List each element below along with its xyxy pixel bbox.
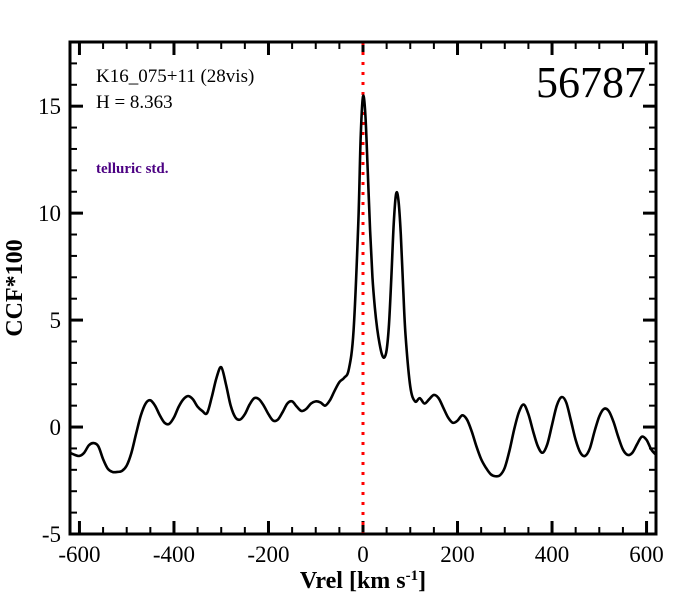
- x-tick-label: -600: [58, 542, 100, 567]
- plot-frame-overlay: [68, 40, 658, 536]
- x-tick-label: -200: [247, 542, 289, 567]
- x-tick-label: 400: [535, 542, 570, 567]
- y-tick-label: 5: [50, 308, 62, 333]
- x-tick-label: 600: [629, 542, 664, 567]
- x-axis-title-superscript: -1: [406, 568, 419, 584]
- x-tick-label: -400: [153, 542, 195, 567]
- y-axis-title: CCF*100: [2, 239, 28, 336]
- x-axis-title-tail: ]: [418, 568, 426, 594]
- y-tick-label: 10: [38, 201, 61, 226]
- x-tick-label: 200: [440, 542, 475, 567]
- magnitude-label: H = 8.363: [96, 92, 173, 113]
- y-tick-label: 0: [50, 415, 62, 440]
- y-tick-label: 15: [38, 94, 61, 119]
- x-axis-title-main: Vrel [km s: [300, 568, 406, 594]
- target-label: K16_075+11 (28vis): [96, 66, 254, 87]
- telluric-standard-label: telluric std.: [96, 161, 169, 177]
- y-tick-label: -5: [42, 522, 61, 547]
- ccf-curve: [68, 94, 658, 478]
- plot-contents: -600 -400 -200 0 200 400 600 -5 0 5 10 15: [38, 40, 664, 567]
- x-tick-label: 0: [357, 542, 369, 567]
- mjd-label: 56787: [536, 58, 646, 107]
- x-axis-title: Vrel [km s-1]: [300, 568, 426, 594]
